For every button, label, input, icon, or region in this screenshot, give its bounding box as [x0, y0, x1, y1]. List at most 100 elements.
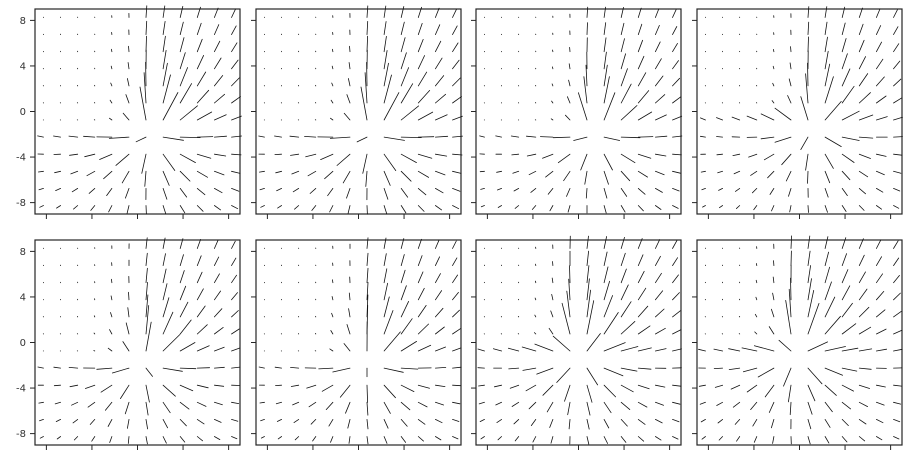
quiver-arrow: [492, 348, 503, 352]
quiver-arrow: [292, 187, 300, 193]
quiver-arrow: [145, 305, 150, 335]
quiver-arrow: [746, 115, 758, 121]
quiver-arrow: [788, 187, 792, 197]
quiver-arrow: [54, 401, 61, 405]
quiver-arrow: [841, 323, 857, 335]
quiver-arrow: [672, 205, 679, 209]
quiver-arrow: [603, 384, 616, 398]
quiver-arrow: [534, 343, 554, 352]
quiver-arrow: [417, 323, 430, 335]
quiver-arrow: [417, 271, 424, 284]
quiver-arrow: [112, 367, 130, 374]
quiver-arrow: [580, 153, 588, 171]
quiver-arrow: [213, 326, 224, 335]
quiver-arrow: [637, 347, 652, 352]
quiver-arrow: [620, 83, 632, 104]
quiver-arrow: [876, 384, 886, 388]
quiver-arrow: [807, 250, 811, 267]
quiver-arrow: [179, 342, 196, 352]
quiver-arrow: [893, 274, 900, 284]
quiver-arrow: [858, 288, 868, 301]
quiver-arrow: [586, 384, 593, 403]
quiver-arrow: [655, 170, 665, 176]
quiver-arrow: [479, 418, 485, 423]
quiver-arrow: [231, 328, 240, 335]
quiver-arrow: [89, 418, 96, 425]
quiver-arrow: [310, 418, 317, 425]
quiver-arrow: [277, 205, 283, 209]
quiver-arrow: [111, 48, 113, 53]
quiver-arrow: [125, 322, 130, 335]
quiver-arrow: [347, 418, 351, 429]
quiver-arrow: [366, 436, 369, 445]
quiver-arrow: [552, 335, 571, 352]
quiver-arrow: [713, 348, 723, 352]
quiver-arrow: [655, 24, 660, 35]
quiver-arrow: [417, 238, 422, 249]
quiver-arrow: [603, 187, 608, 199]
quiver-arrow: [110, 65, 113, 70]
quiver-arrow: [115, 153, 130, 166]
quiver-arrow: [893, 26, 899, 35]
quiver-arrow: [213, 366, 225, 369]
quiver-arrow: [139, 86, 147, 121]
quiver-arrow: [876, 309, 886, 318]
quiver-arrow: [567, 96, 571, 104]
quiver-arrow: [231, 42, 238, 53]
quiver-arrow: [513, 418, 520, 425]
quiver-arrow: [120, 384, 130, 400]
quiver-arrow: [434, 307, 444, 318]
quiver-arrow: [893, 43, 900, 53]
quiver-arrow: [293, 418, 300, 424]
quiver-arrow: [788, 78, 792, 87]
quiver-arrow: [356, 136, 368, 143]
quiver-arrow: [620, 346, 639, 352]
quiver-arrow: [841, 170, 851, 181]
quiver-arrow: [162, 311, 174, 335]
quiver-arrow: [672, 9, 677, 18]
quiver-arrow: [331, 82, 334, 87]
quiver-arrow: [93, 315, 96, 318]
quiver-arrow: [637, 187, 646, 195]
quiver-arrow: [162, 187, 168, 200]
quiver-arrow: [586, 6, 589, 18]
quiver-arrow: [312, 436, 317, 442]
quiver-arrow: [526, 135, 537, 138]
quiver-arrow: [213, 187, 223, 194]
quiver-arrow: [807, 289, 815, 318]
y-tick-label: -8: [16, 198, 26, 209]
quiver-arrow: [331, 296, 334, 301]
quiver-arrow: [331, 279, 334, 284]
quiver-arrow: [320, 153, 334, 161]
quiver-arrow: [383, 436, 388, 444]
quiver-arrow: [434, 93, 447, 104]
quiver-arrow: [767, 170, 775, 179]
quiver-arrow: [231, 59, 239, 70]
quiver-arrow: [655, 436, 662, 441]
quiver-arrow: [824, 367, 843, 376]
quiver-arrow: [360, 86, 368, 121]
quiver-arrow: [876, 187, 884, 193]
quiver-arrow: [331, 65, 334, 70]
quiver-arrow: [824, 296, 836, 318]
quiver-arrow: [127, 436, 130, 444]
quiver-arrow: [620, 367, 638, 372]
quiver-arrow: [400, 254, 405, 267]
quiver-arrow: [383, 153, 397, 172]
quiver-arrow: [196, 205, 204, 212]
quiver-arrow: [213, 273, 220, 284]
quiver-arrow: [672, 436, 679, 440]
y-tick-label: -8: [16, 429, 26, 440]
quiver-arrow: [603, 367, 624, 377]
quiver-arrow: [774, 136, 792, 143]
quiver-arrow: [672, 135, 683, 138]
quiver-arrow: [655, 94, 666, 104]
quiver-arrow: [452, 240, 457, 249]
quiver-arrow: [259, 401, 265, 404]
quiver-arrow: [99, 153, 113, 160]
quiver-arrow: [231, 170, 241, 174]
quiver-arrow: [213, 24, 220, 35]
quiver-arrow: [733, 170, 741, 175]
quiver-arrow: [716, 401, 723, 406]
quiver-arrow: [400, 83, 414, 104]
